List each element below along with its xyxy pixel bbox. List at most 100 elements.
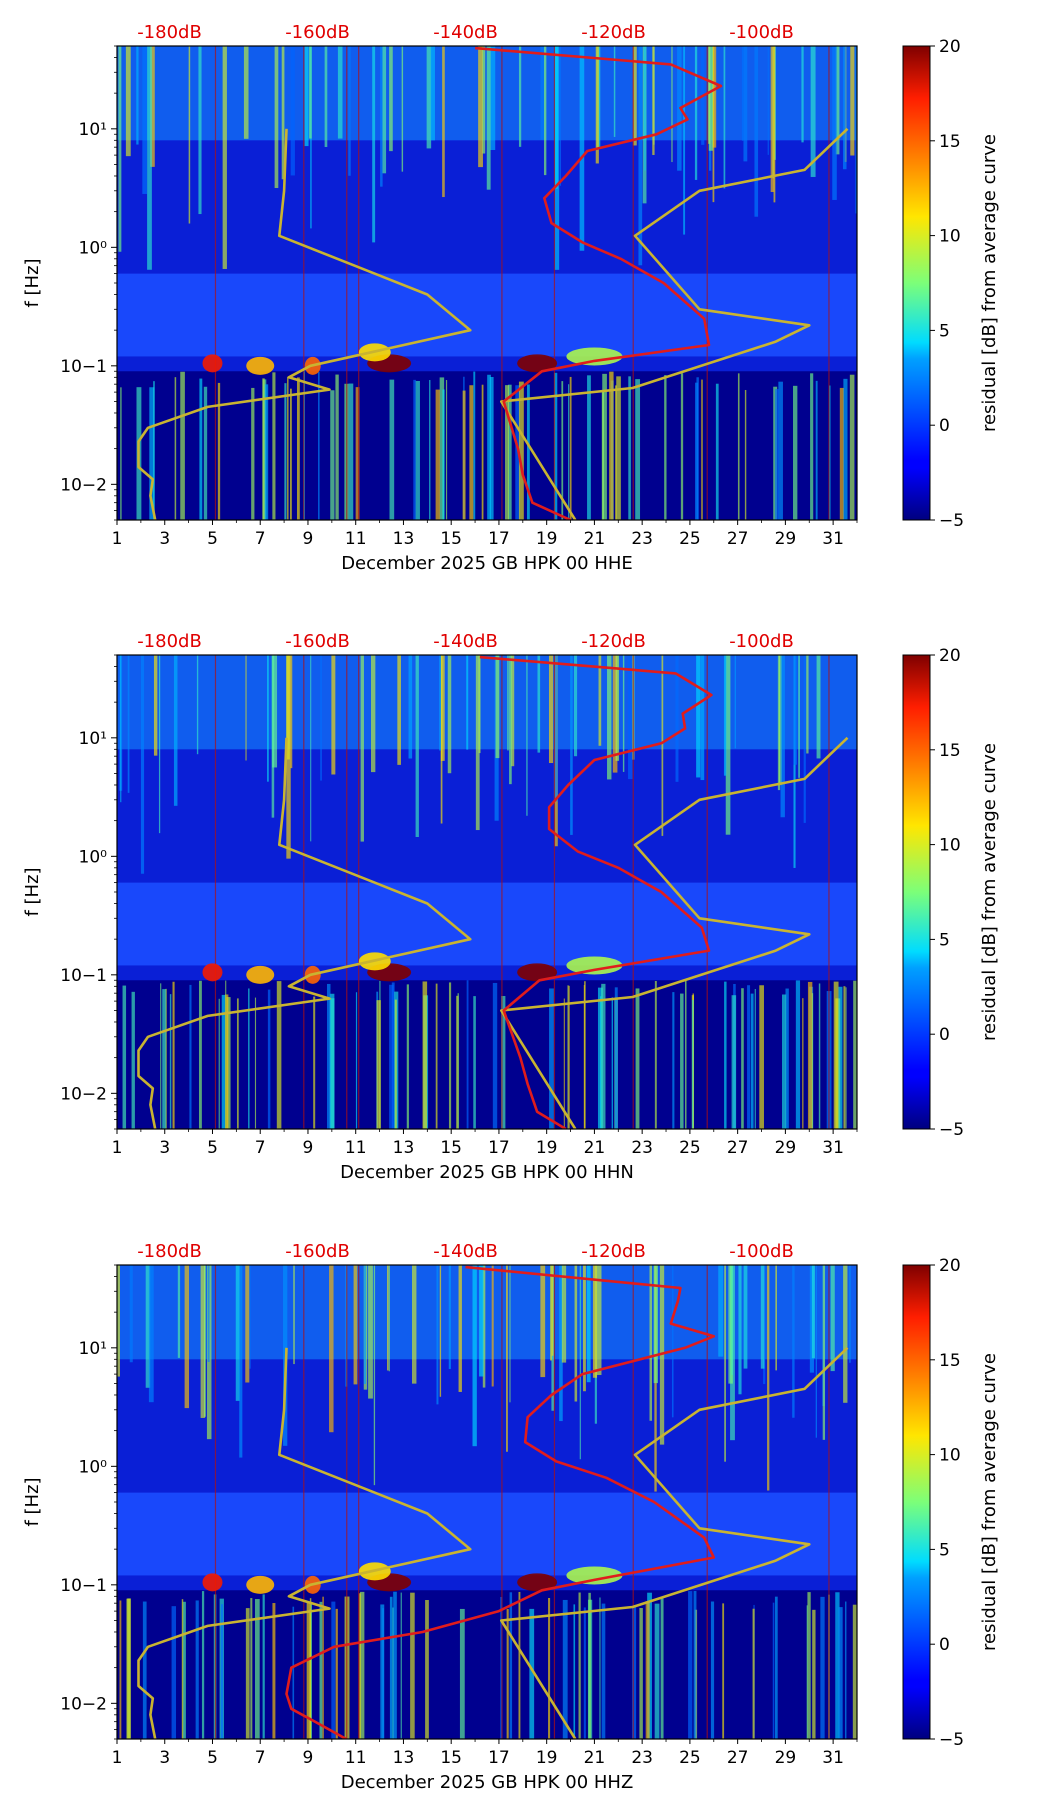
microseism-blob xyxy=(566,347,623,366)
residual-streak xyxy=(579,46,585,251)
residual-streak xyxy=(835,46,840,155)
event-line xyxy=(632,1265,634,1739)
residual-streak xyxy=(188,46,191,224)
residual-streak xyxy=(195,1600,199,1739)
residual-streak xyxy=(843,986,846,1129)
colorbar-tick-label: 0 xyxy=(939,416,950,436)
curve-line xyxy=(479,655,713,1129)
residual-streak xyxy=(649,1265,653,1421)
residual-streak xyxy=(201,1591,205,1739)
x-tick-label: 5 xyxy=(207,1138,218,1158)
residual-streak xyxy=(744,389,747,520)
residual-streak xyxy=(563,998,565,1129)
residual-streak xyxy=(573,1604,576,1739)
event-line xyxy=(346,1265,348,1739)
residual-streak xyxy=(440,655,445,761)
residual-streak xyxy=(473,996,476,1129)
x-tick-label: 17 xyxy=(488,1748,510,1768)
residual-streak xyxy=(120,655,122,803)
residual-streak xyxy=(772,1602,775,1739)
x-tick-label: 9 xyxy=(303,1748,314,1768)
residual-streak xyxy=(818,983,821,1129)
residual-streak xyxy=(324,46,328,147)
residual-streak xyxy=(696,655,701,778)
x-tick-label: 23 xyxy=(631,1138,653,1158)
residual-streak xyxy=(459,1608,465,1739)
residual-streak xyxy=(370,655,376,773)
residual-streak xyxy=(272,372,276,520)
spectrogram-panel: 1 3 5 7 9 11 13 15 17 19 21 23 25 27 29 3110−210−110⁰10… xyxy=(22,1241,1000,1793)
x-tick-label: 11 xyxy=(345,529,367,549)
residual-streak xyxy=(724,1265,726,1462)
residual-streak xyxy=(628,376,631,520)
event-line xyxy=(828,1265,830,1739)
residual-streak xyxy=(292,1606,295,1739)
x-tick-label: 27 xyxy=(727,1748,749,1768)
residual-streak xyxy=(803,655,806,823)
residual-streak xyxy=(505,385,509,520)
x-tick-label: 1 xyxy=(112,529,123,549)
event-line xyxy=(358,655,360,1129)
residual-streak xyxy=(217,382,221,520)
residual-streak xyxy=(777,655,781,791)
residual-streak xyxy=(245,1608,250,1739)
residual-streak xyxy=(281,46,285,180)
db-scale-label: -100dB xyxy=(729,1241,794,1262)
x-tick-label: 7 xyxy=(255,529,266,549)
residual-streak xyxy=(308,46,312,139)
residual-streak xyxy=(410,1592,415,1739)
x-tick-label: 3 xyxy=(159,1748,170,1768)
residual-streak xyxy=(331,1601,336,1739)
residual-streak xyxy=(731,995,737,1129)
residual-streak xyxy=(509,655,512,785)
residual-streak xyxy=(767,46,769,155)
residual-streak xyxy=(389,379,395,520)
residual-streak xyxy=(537,655,541,753)
residual-streak xyxy=(660,1598,664,1739)
residual-streak xyxy=(457,993,459,1129)
residual-streak xyxy=(718,1265,724,1357)
residual-streak xyxy=(475,655,480,831)
colorbar-tick-label: 10 xyxy=(939,227,961,247)
db-scale-label: -180dB xyxy=(137,22,202,43)
residual-streak xyxy=(360,1591,365,1739)
x-tick-label: 21 xyxy=(584,1748,606,1768)
residual-streak xyxy=(145,1265,151,1388)
residual-streak xyxy=(638,46,643,266)
x-tick-label: 7 xyxy=(255,1138,266,1158)
residual-streak xyxy=(487,374,491,520)
low-freq-band xyxy=(117,1590,857,1739)
residual-streak xyxy=(429,380,431,520)
residual-streak xyxy=(149,387,155,520)
residual-streak xyxy=(775,389,779,520)
event-line xyxy=(214,655,217,1129)
residual-streak xyxy=(445,380,448,520)
residual-streak xyxy=(518,1591,521,1739)
residual-streak xyxy=(671,46,673,163)
residual-streak xyxy=(540,46,545,140)
residual-streak xyxy=(554,46,558,189)
residual-streak xyxy=(426,46,432,149)
residual-streak xyxy=(654,1603,660,1739)
residual-streak xyxy=(413,379,416,520)
residual-streak xyxy=(635,988,640,1129)
residual-streak xyxy=(492,982,498,1129)
db-scale-label: -120dB xyxy=(581,1241,646,1262)
residual-streak xyxy=(652,46,655,156)
residual-streak xyxy=(839,387,844,520)
residual-streak xyxy=(372,46,376,243)
curve-line xyxy=(499,1346,849,1739)
residual-streak xyxy=(150,46,155,167)
colorbar-tick-label: 20 xyxy=(939,37,961,57)
residual-streak xyxy=(661,655,664,836)
x-tick-label: 1 xyxy=(112,1138,123,1158)
microseism-blob xyxy=(202,963,223,982)
residual-streak xyxy=(127,655,130,793)
residual-streak xyxy=(601,1603,606,1739)
colorbar-tick-label: 15 xyxy=(939,1351,961,1371)
x-axis-label: December 2025 GB HPK 00 HHE xyxy=(341,553,633,574)
db-scale-label: -140dB xyxy=(433,22,498,43)
high-freq-band xyxy=(117,655,857,750)
residual-streak xyxy=(832,46,837,200)
residual-streak xyxy=(501,996,506,1129)
